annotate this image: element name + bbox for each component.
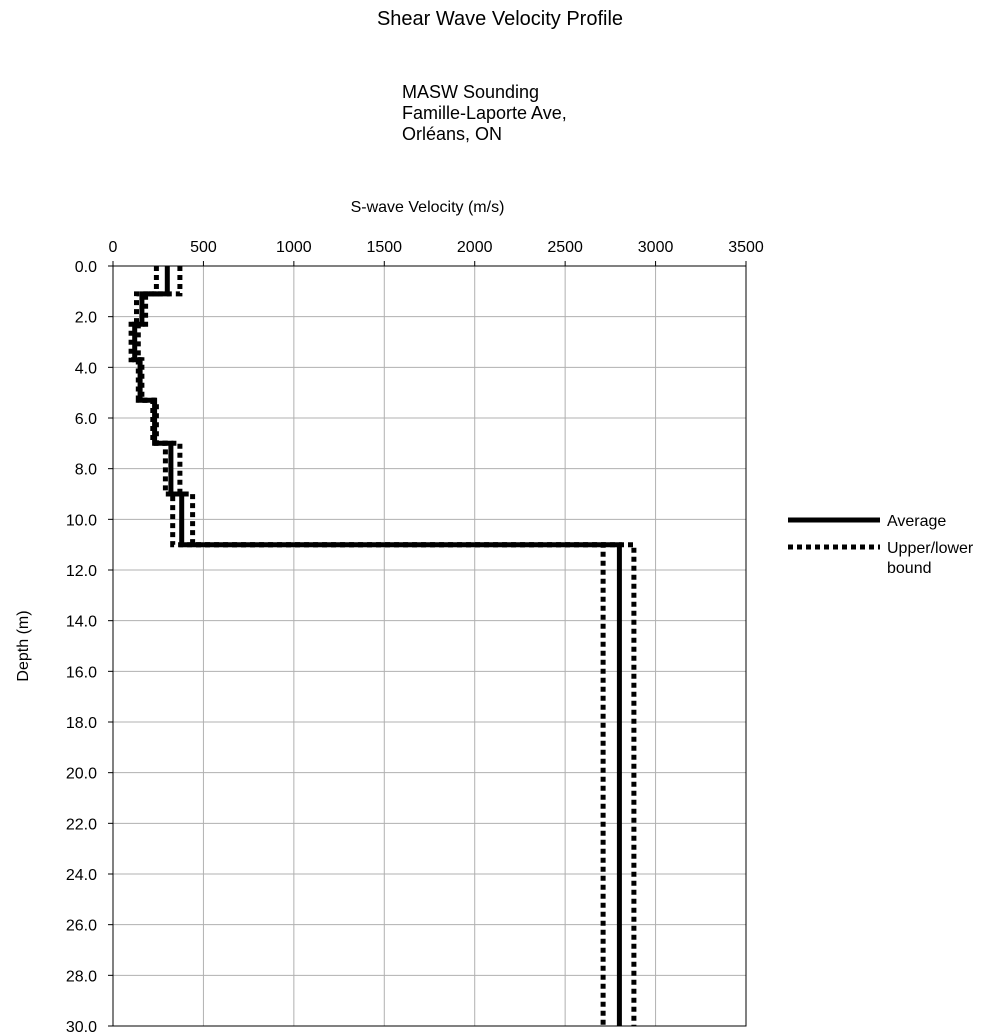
x-axis-label: S-wave Velocity (m/s) [351,199,505,216]
x-tick-label: 3000 [638,239,674,256]
y-tick-label: 30.0 [66,1019,97,1036]
y-tick-label: 6.0 [75,411,97,428]
y-tick-label: 26.0 [66,918,97,935]
x-tick-label: 1500 [366,239,402,256]
y-tick-label: 10.0 [66,512,97,529]
legend-label: bound [887,560,932,577]
average-line [132,266,622,1026]
y-tick-label: 4.0 [75,360,97,377]
y-tick-label: 14.0 [66,614,97,631]
x-tick-label: 2000 [457,239,493,256]
bound-line-1 [135,266,637,1026]
y-tick-label: 12.0 [66,563,97,580]
axis-ticks: 0 500 1000 1500 2000 2500 3000 3500 0.0 2.0 4.0 6.0… [66,239,764,1036]
grid [113,266,746,1026]
legend-label: Average [887,513,946,530]
x-tick-label: 3500 [728,239,764,256]
y-tick-label: 2.0 [75,310,97,327]
chart-title: Shear Wave Velocity Profile [376,8,624,30]
chart-subtitle: MASW Sounding Famille-Laporte Ave, Orléa… [402,82,567,145]
legend-label: Upper/lower [887,540,974,557]
y-tick-label: 8.0 [75,462,97,479]
y-tick-label: 22.0 [66,816,97,833]
x-tick-label: 0 [109,239,118,256]
y-tick-label: 28.0 [66,968,97,985]
y-tick-label: 18.0 [66,715,97,732]
subtitle-line-1: MASW Sounding [402,82,540,102]
y-tick-label: 20.0 [66,766,97,783]
y-tick-label: 0.0 [75,259,97,276]
x-tick-label: 2500 [547,239,583,256]
legend: Average Upper/lower bound [788,513,974,577]
plot-frame [112,265,747,1027]
y-tick-label: 16.0 [66,664,97,681]
data-series [128,266,637,1026]
y-axis-label: Depth (m) [15,610,32,681]
y-tick-label: 24.0 [66,867,97,884]
x-tick-label: 1000 [276,239,312,256]
subtitle-line-2: Famille-Laporte Ave, [402,103,567,123]
subtitle-line-3: Orléans, ON [402,124,503,144]
x-tick-label: 500 [190,239,217,256]
bound-line-2 [128,266,606,1026]
